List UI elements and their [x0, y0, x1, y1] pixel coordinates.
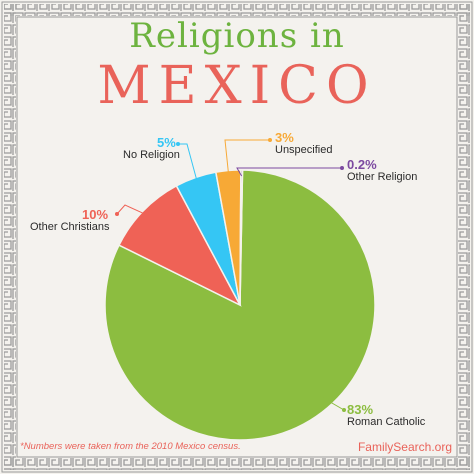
- leader-dot-other-religion: [340, 166, 344, 170]
- label-other-religion: 0.2% Other Religion: [347, 158, 417, 184]
- brand-link[interactable]: FamilySearch.org: [357, 440, 452, 454]
- label-no-religion: 5% No Religion: [123, 136, 180, 162]
- leader-line-other-religion: [236, 167, 342, 177]
- leader-dot-unspecified: [268, 138, 272, 142]
- leader-line-unspecified: [224, 139, 270, 177]
- value-other-religion: 0.2%: [347, 157, 377, 172]
- name-no-religion: No Religion: [123, 149, 180, 161]
- leader-line-roman-catholic: [306, 394, 345, 416]
- pie-slice-other-christians: [118, 184, 242, 307]
- chart-title-line2: MEXICO: [97, 56, 377, 116]
- label-other-christians: 10% Other Christians: [30, 208, 109, 234]
- name-roman-catholic: Roman Catholic: [347, 416, 426, 428]
- pie-slice-other-religion: [239, 169, 244, 306]
- name-other-religion: Other Religion: [347, 171, 418, 183]
- label-unspecified: 3% Unspecified: [275, 131, 332, 157]
- footnote: *Numbers were taken from the 2010 Mexico…: [20, 441, 241, 452]
- name-unspecified: Unspecified: [275, 144, 333, 156]
- chart-title-line1: Religions in: [129, 16, 345, 56]
- value-no-religion: 5%: [157, 135, 176, 150]
- leader-line-other-christians: [116, 204, 148, 216]
- name-other-christians: Other Christians: [30, 221, 110, 233]
- leader-dot-roman-catholic: [342, 408, 346, 412]
- value-roman-catholic: 83%: [347, 402, 374, 417]
- leader-dot-no-religion: [176, 142, 180, 146]
- leader-dot-other-christians: [115, 212, 119, 216]
- leader-line-no-religion: [178, 143, 199, 184]
- value-other-christians: 10%: [82, 207, 109, 222]
- value-unspecified: 3%: [275, 130, 294, 145]
- label-roman-catholic: 83% Roman Catholic: [347, 403, 425, 429]
